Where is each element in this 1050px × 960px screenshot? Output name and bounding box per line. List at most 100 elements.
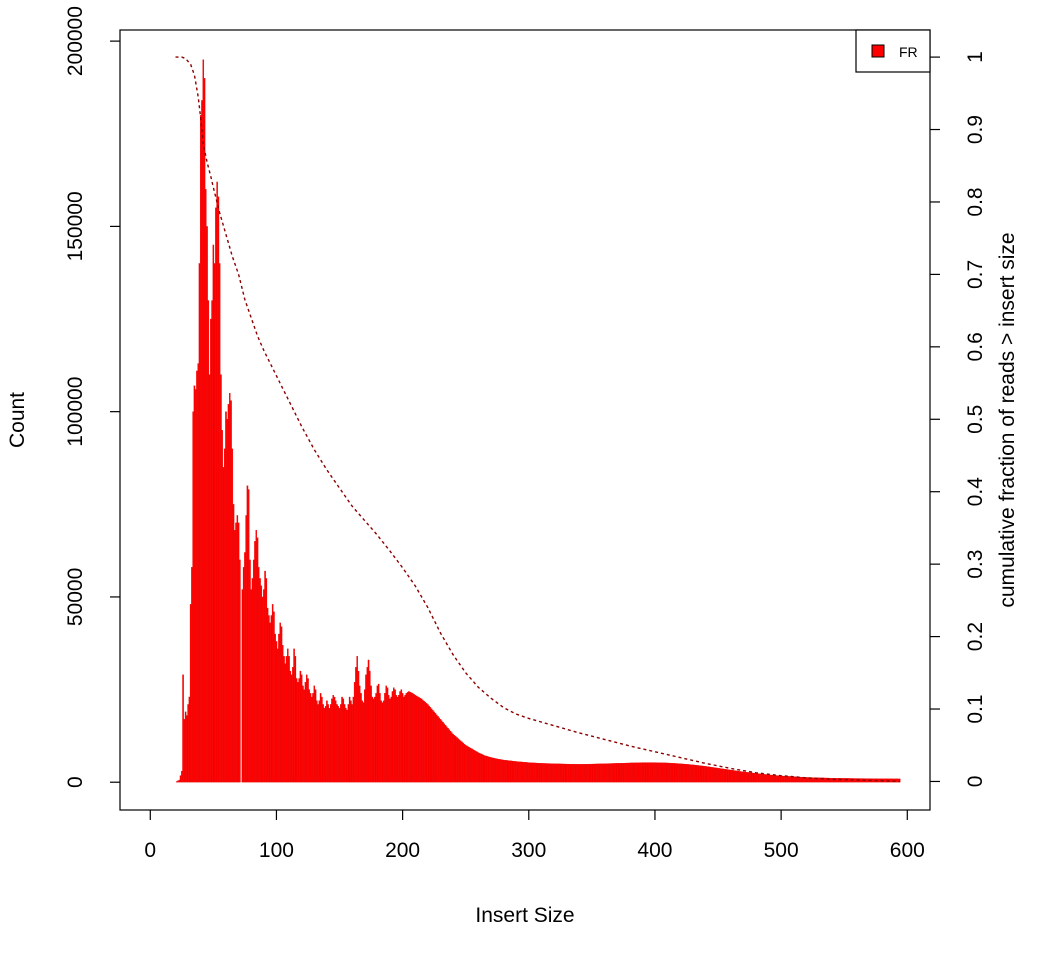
legend-label-fr: FR — [899, 44, 918, 60]
y2-tick-label: 0.9 — [964, 115, 987, 144]
histogram-bar — [478, 753, 481, 783]
x-tick-label: 400 — [637, 839, 672, 862]
histogram-bar — [755, 773, 757, 783]
histogram-bar — [727, 769, 729, 783]
histogram-bar — [631, 762, 633, 783]
histogram-bar — [303, 689, 305, 783]
histogram-bar — [678, 763, 680, 783]
histogram-bar — [261, 596, 264, 783]
histogram-bars — [176, 59, 901, 783]
y2-tick-label: 0.5 — [964, 405, 987, 434]
histogram-bar — [201, 100, 203, 783]
y-tick-label: 0 — [64, 776, 87, 788]
histogram-bar — [225, 411, 227, 783]
histogram-bar — [285, 656, 288, 783]
histogram-bar — [314, 689, 317, 783]
histogram-bar — [177, 780, 179, 783]
histogram-bar — [284, 663, 287, 783]
histogram-bar — [352, 696, 355, 783]
histogram-bar — [244, 552, 246, 783]
histogram-bar — [724, 769, 727, 783]
histogram-bar — [327, 704, 329, 783]
histogram-bar — [351, 704, 353, 783]
x-tick-label: 0 — [144, 839, 156, 862]
histogram-bar — [500, 759, 502, 783]
histogram-bar — [762, 774, 765, 783]
histogram-bar — [538, 763, 540, 783]
histogram-bar — [859, 778, 862, 783]
histogram-bar — [824, 777, 827, 783]
histogram-bar — [558, 763, 560, 783]
histogram-bar — [440, 720, 443, 783]
histogram-bar — [584, 764, 587, 783]
histogram-bar — [343, 704, 346, 783]
histogram-bar — [549, 763, 551, 783]
histogram-bar — [649, 762, 651, 783]
histogram-bar — [220, 374, 222, 783]
y2-tick-label: 0.3 — [964, 550, 987, 579]
histogram-bar — [593, 763, 596, 783]
histogram-bar — [469, 747, 472, 783]
histogram-bar — [761, 773, 763, 783]
histogram-bar — [599, 763, 602, 783]
histogram-bar — [528, 762, 530, 783]
histogram-bar — [297, 682, 299, 783]
histogram-bar — [664, 762, 666, 783]
histogram-bar — [657, 762, 660, 783]
histogram-bar — [390, 696, 393, 783]
histogram-bar — [510, 760, 512, 783]
histogram-bar — [896, 778, 898, 783]
histogram-bar — [438, 717, 440, 783]
histogram-bar — [307, 678, 309, 783]
histogram-bar — [597, 763, 599, 783]
histogram-bar — [509, 760, 511, 783]
histogram-bar — [504, 759, 506, 783]
histogram-bar — [885, 778, 887, 783]
histogram-bar — [753, 773, 756, 783]
histogram-bar — [348, 696, 351, 783]
y2-tick-label: 0.6 — [964, 332, 987, 361]
histogram-bar — [192, 411, 194, 783]
histogram-bar — [606, 763, 608, 783]
histogram-bar — [338, 707, 341, 783]
histogram-bar — [187, 704, 189, 783]
x-axis-title: Insert Size — [475, 904, 574, 927]
histogram-bar — [409, 691, 411, 783]
histogram-bar — [708, 766, 710, 783]
histogram-bar — [665, 762, 668, 783]
y2-tick-label: 0.8 — [964, 187, 987, 216]
histogram-bar — [563, 763, 565, 783]
histogram-bar — [645, 762, 647, 783]
histogram-bar — [608, 763, 611, 783]
histogram-bar — [424, 702, 427, 783]
histogram-bar — [391, 691, 394, 783]
histogram-bar — [361, 700, 363, 783]
histogram-bar — [413, 694, 415, 783]
histogram-bar — [728, 769, 731, 783]
histogram-bar — [328, 707, 331, 783]
histogram-bar — [468, 747, 471, 783]
histogram-bar — [642, 762, 645, 783]
histogram-bar — [223, 448, 226, 783]
histogram-bar — [553, 763, 555, 783]
histogram-bar — [565, 763, 568, 783]
histogram-bar — [453, 735, 456, 783]
histogram-bar — [217, 196, 220, 783]
histogram-bar — [660, 762, 663, 783]
histogram-bar — [340, 704, 342, 783]
legend: FR — [855, 29, 931, 73]
histogram-bar — [573, 764, 575, 783]
histogram-bar — [256, 537, 259, 783]
histogram-bar — [401, 693, 404, 783]
histogram-bar — [437, 716, 439, 783]
histogram-bar — [374, 696, 376, 783]
histogram-bar — [739, 771, 742, 783]
histogram-bar — [620, 763, 622, 783]
histogram-bar — [393, 687, 395, 783]
histogram-bar — [270, 615, 273, 783]
y2-tick-label: 1 — [964, 51, 987, 63]
histogram-bar — [675, 763, 678, 783]
histogram-bar — [729, 769, 732, 783]
histogram-bar — [552, 763, 554, 783]
histogram-bar — [405, 693, 408, 783]
